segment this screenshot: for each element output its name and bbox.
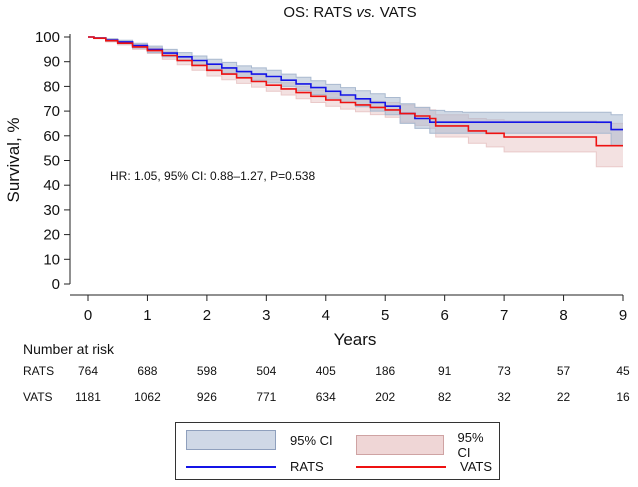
legend-item-rats-ci: 95% CI: [186, 430, 333, 450]
axes: 0 10 20 30 40 50 60 70 80 90 100 0 1 2 3 4 5 6 7 8 9: [35, 29, 627, 324]
risk-count: 32: [497, 390, 511, 404]
x-tick-label: 0: [84, 307, 92, 324]
y-tick-label: 50: [43, 153, 60, 170]
x-tick-label: 7: [500, 307, 508, 324]
risk-count: 57: [557, 364, 571, 378]
y-tick-label: 60: [43, 128, 60, 145]
rats-ci-swatch: [186, 430, 276, 450]
risk-count: 598: [197, 364, 217, 378]
legend: 95% CI 95% CI RATS VATS: [175, 422, 500, 480]
y-tick-label: 20: [43, 227, 60, 244]
y-tick-label: 0: [52, 276, 60, 293]
risk-count: 45: [616, 364, 630, 378]
x-tick-label: 2: [203, 307, 211, 324]
legend-label-rats: RATS: [290, 459, 324, 474]
legend-label-rats-ci: 95% CI: [290, 432, 333, 448]
x-tick-label: 9: [619, 307, 627, 324]
y-tick-label: 100: [35, 29, 60, 46]
y-tick-label: 80: [43, 78, 60, 95]
risk-row-label: VATS: [23, 390, 53, 404]
risk-count: 405: [316, 364, 336, 378]
x-tick-label: 4: [322, 307, 330, 324]
risk-count: 1062: [134, 390, 161, 404]
y-tick-label: 90: [43, 54, 60, 71]
vats-line-swatch: [356, 465, 446, 468]
chart-title-part: OS: RATS: [283, 4, 356, 21]
legend-item-rats: RATS: [186, 459, 324, 474]
chart-title-part: VATS: [376, 4, 417, 21]
risk-count: 73: [497, 364, 511, 378]
x-tick-label: 6: [440, 307, 448, 324]
legend-item-vats: VATS: [356, 459, 492, 474]
legend-label-vats-ci: 95% CI: [457, 430, 484, 460]
survival-chart: OS: RATS vs. VATS 0102030405060708090100…: [4, 4, 630, 404]
risk-count: 22: [557, 390, 571, 404]
chart-title: OS: RATS vs. VATS: [283, 4, 416, 21]
x-tick-label: 3: [262, 307, 270, 324]
risk-count: 82: [438, 390, 452, 404]
rats-line-swatch: [186, 465, 276, 468]
vats-ci-lower: [88, 36, 623, 168]
risk-count: 1181: [75, 390, 101, 404]
risk-count: 16: [616, 390, 630, 404]
risk-table: Number at risk RATS 764 688 598 504 405 186 91 7…: [23, 341, 630, 404]
risk-row-label: RATS: [23, 364, 54, 378]
vats-ci-swatch: [356, 435, 444, 455]
x-tick-label: 5: [381, 307, 389, 324]
chart-title-part: vs.: [356, 4, 375, 21]
risk-count: 634: [316, 390, 336, 404]
risk-count: 771: [256, 390, 276, 404]
risk-count: 504: [256, 364, 276, 378]
y-tick-label: 10: [43, 251, 60, 268]
x-tick-label: 8: [559, 307, 567, 324]
y-tick-label: 70: [43, 103, 60, 120]
risk-count: 764: [78, 364, 98, 378]
y-tick-label: 40: [43, 177, 60, 194]
legend-label-vats: VATS: [460, 459, 493, 474]
risk-count: 91: [438, 364, 452, 378]
y-axis-title: Survival, %: [4, 117, 23, 202]
risk-count: 926: [197, 390, 217, 404]
risk-count: 202: [375, 390, 395, 404]
x-axis-title: Years: [334, 330, 377, 349]
legend-item-vats-ci: 95% CI: [356, 430, 499, 460]
survival-curves: [88, 36, 623, 147]
x-tick-label: 1: [143, 307, 151, 324]
risk-table-title: Number at risk: [23, 341, 115, 357]
hr-annotation: HR: 1.05, 95% CI: 0.88–1.27, P=0.538: [110, 169, 315, 183]
risk-count: 688: [137, 364, 157, 378]
y-tick-label: 30: [43, 202, 60, 219]
vats-survival-line: [88, 36, 623, 147]
risk-count: 186: [375, 364, 395, 378]
